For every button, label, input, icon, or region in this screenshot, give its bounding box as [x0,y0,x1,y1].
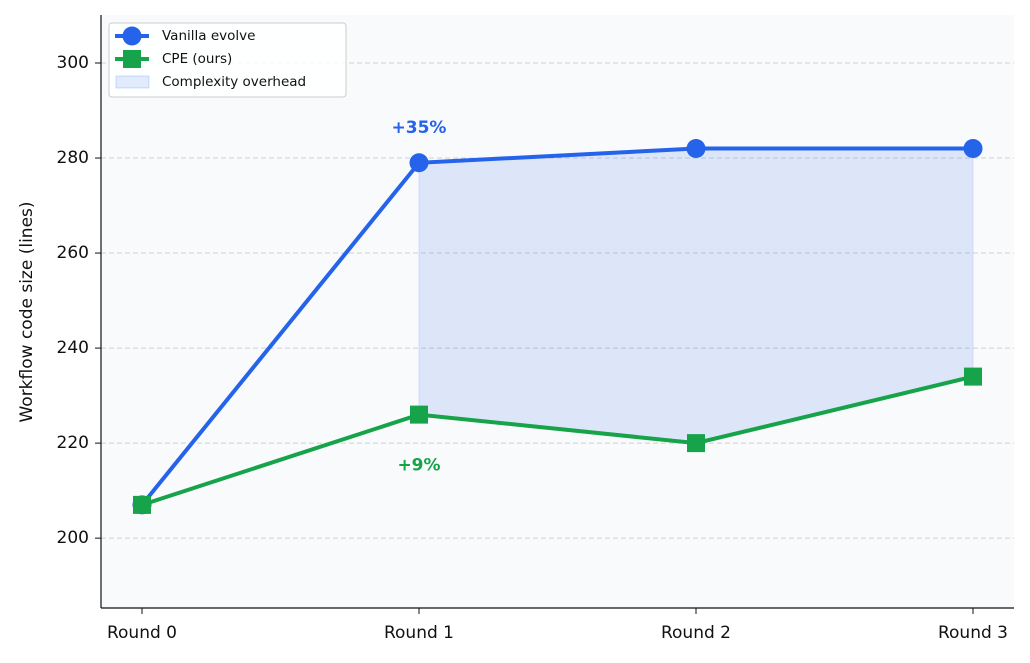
annotation: +9% [397,456,440,476]
y-tick-label: 240 [57,338,89,358]
marker [686,139,706,159]
legend-marker [123,50,141,68]
legend: Vanilla evolve CPE (ours) Complexity overh… [108,22,347,98]
marker [410,405,428,424]
legend-label: CPE (ours) [162,51,232,67]
y-tick-label: 200 [57,528,89,548]
marker [964,367,982,386]
legend-label: Vanilla evolve [162,28,255,44]
series-line [140,146,973,507]
legend-box [108,22,347,98]
series-line [141,374,974,507]
marker [963,139,983,159]
y-tick-label: 220 [57,433,89,453]
annotation: +35% [392,118,447,138]
legend-swatch [115,75,150,89]
marker [409,153,429,173]
plot-background [101,15,1014,608]
legend-marker [122,26,142,46]
marker [687,434,705,453]
y-tick-label: 280 [57,148,89,168]
y-tick-label: 260 [57,243,89,263]
y-axis-label: Workflow code size (lines) [17,201,37,422]
x-tick-label: Round 1 [384,623,454,643]
marker [133,495,151,514]
legend-label: Complexity overhead [162,74,306,90]
x-tick-label: Round 2 [661,623,731,643]
x-tick-label: Round 0 [107,623,177,643]
x-tick-label: Round 3 [938,623,1008,643]
y-tick-label: 300 [57,53,89,73]
